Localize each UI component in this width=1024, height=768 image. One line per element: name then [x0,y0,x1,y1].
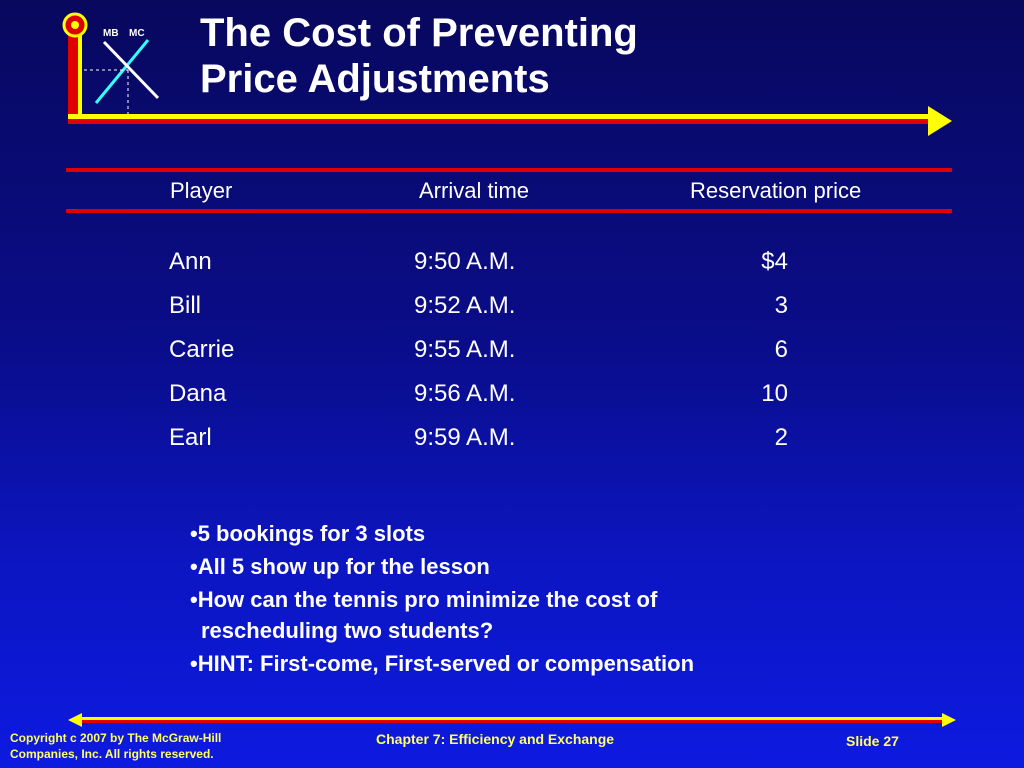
footer-copyright: Copyright c 2007 by The McGraw-Hill Comp… [10,730,221,762]
bullet-item: •How can the tennis pro minimize the cos… [190,587,658,643]
cell-arrival: 9:59 A.M. [414,424,516,451]
table-header-arrival: Arrival time [419,178,530,203]
cell-player: Carrie [169,336,235,363]
cell-price: 2 [774,424,788,451]
cell-arrival: 9:56 A.M. [414,380,516,407]
cell-arrival: 9:50 A.M. [414,248,516,275]
page-title-line-2: Price Adjustments [200,57,550,101]
footer-copyright-line-1: Copyright c 2007 by The McGraw-Hill [10,731,222,745]
cell-arrival: 9:52 A.M. [414,292,516,319]
table-header-price: Reservation price [690,178,862,203]
footer-copyright-line-2: Companies, Inc. All rights reserved. [10,747,214,761]
cell-player: Dana [169,380,227,407]
cell-price: 3 [774,292,788,319]
logo-label-mb: MB [103,28,119,39]
cell-price: 10 [761,380,788,407]
cell-price: 6 [774,336,788,363]
bullet-item: •All 5 show up for the lesson [190,554,490,579]
page-title: The Cost of Preventing Price Adjustments [200,10,638,102]
logo-label-mc: MC [129,28,145,39]
footer-double-arrow [68,713,956,727]
table-header-player: Player [170,178,233,203]
cell-player: Bill [169,292,202,319]
table-top-rule [66,168,952,172]
footer-slide-number: Slide 27 [846,733,899,749]
bullet-item: •5 bookings for 3 slots [190,521,426,546]
cell-arrival: 9:55 A.M. [414,336,516,363]
table-header-rule [66,209,952,213]
cell-player: Ann [169,248,212,275]
bullet-list: •5 bookings for 3 slots •All 5 show up f… [190,518,830,681]
footer-chapter: Chapter 7: Efficiency and Exchange [376,731,615,747]
page-title-line-1: The Cost of Preventing [200,11,638,55]
bullet-item: •HINT: First-come, First-served or compe… [190,651,695,676]
slide-decor-graphic [62,12,952,136]
cell-player: Earl [169,424,212,451]
cell-price: $4 [761,248,788,275]
